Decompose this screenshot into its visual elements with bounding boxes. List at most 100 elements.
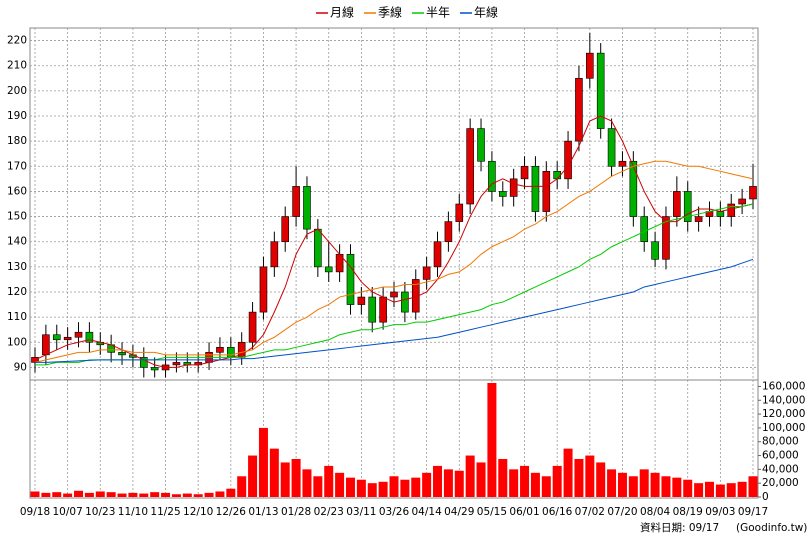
x-tick-label: 12/10 [183, 506, 213, 518]
x-tick-label: 12/26 [216, 506, 247, 518]
candle-body [227, 347, 235, 358]
x-tick-label: 06/01 [509, 506, 539, 518]
x-tick-label: 01/28 [281, 506, 311, 518]
y-tick-label: 220 [7, 35, 27, 47]
candle-body [248, 311, 257, 343]
candle-body [172, 362, 181, 366]
volume-bar [422, 472, 432, 497]
x-tick-label: 08/04 [640, 506, 671, 518]
volume-bar [715, 484, 725, 497]
candle-body [324, 266, 333, 273]
volume-bar [574, 459, 584, 497]
x-tick-label: 09/18 [20, 506, 50, 518]
volume-bar [530, 472, 540, 497]
volume-bar [335, 472, 345, 497]
legend-label: 年線 [474, 5, 498, 20]
candle-body [259, 266, 268, 313]
y-tick-label: 170 [7, 160, 27, 172]
x-tick-label: 07/20 [607, 506, 637, 518]
volume-bar [95, 491, 105, 497]
candle-body [303, 186, 311, 230]
y-tick-label: 200 [7, 85, 27, 97]
candle-body [477, 128, 485, 162]
x-tick-label: 02/23 [314, 506, 344, 518]
candle-body [640, 216, 649, 243]
volume-bar [585, 455, 595, 497]
candle-body [346, 253, 355, 305]
candle-body [564, 140, 572, 180]
x-tick-label: 11/25 [150, 506, 180, 518]
y-tick-label: 150 [7, 211, 27, 223]
volume-bar [215, 491, 225, 497]
candle-body [607, 128, 616, 167]
y-tick-label: 110 [7, 311, 27, 323]
candle-body [63, 336, 72, 341]
volume-bar [367, 483, 377, 497]
volume-bar [487, 383, 497, 497]
volume-bar [193, 494, 203, 497]
y2-tick-label: 20,000 [762, 477, 799, 489]
volume-bar [128, 492, 138, 497]
y-tick-label: 120 [7, 286, 27, 298]
volume-bar [509, 469, 519, 497]
y-tick-label: 210 [7, 60, 27, 72]
candle-body [74, 331, 83, 338]
y-tick-label: 140 [7, 236, 27, 248]
volume-bar [182, 493, 192, 497]
volume-bar [313, 476, 323, 497]
volume-bar [694, 483, 704, 497]
candle-body [379, 296, 387, 323]
y2-tick-label: 40,000 [762, 463, 799, 475]
y-tick-label: 180 [7, 135, 27, 147]
x-tick-label: 10/07 [53, 506, 83, 518]
x-tick-label: 05/15 [477, 506, 507, 518]
x-tick-label: 01/13 [248, 506, 278, 518]
y2-tick-label: 160,000 [762, 380, 805, 392]
x-tick-label: 03/26 [379, 506, 410, 518]
candle-body [444, 221, 453, 243]
volume-bar [378, 481, 388, 497]
ma-line [35, 258, 754, 363]
candle-body [694, 216, 703, 222]
candle-body [150, 367, 159, 371]
x-tick-label: 07/02 [575, 506, 605, 518]
y2-tick-label: 0 [762, 491, 769, 503]
candle-body [586, 52, 594, 79]
volume-bar [52, 492, 62, 497]
candle-body [52, 334, 61, 341]
volume-bar [139, 493, 149, 497]
candle-body [466, 128, 474, 205]
y2-tick-label: 100,000 [762, 422, 805, 434]
x-tick-label: 09/03 [705, 506, 735, 518]
volume-bar [226, 488, 236, 497]
x-tick-label: 04/29 [444, 506, 474, 518]
volume-bar [302, 469, 312, 497]
y-tick-label: 100 [7, 336, 27, 348]
volume-bar [628, 476, 638, 497]
volume-bar [672, 477, 682, 497]
candle-body [401, 291, 409, 313]
volume-bar [726, 483, 736, 497]
volume-bar [291, 459, 301, 497]
volume-bar [704, 481, 714, 497]
volume-bar [617, 472, 627, 497]
volume-bar [280, 462, 290, 497]
volume-bar [607, 469, 617, 497]
volume-bar [400, 479, 410, 497]
volume-bar [74, 490, 84, 497]
candle-body [118, 352, 126, 356]
y-tick-label: 160 [7, 185, 27, 197]
candle-body [433, 241, 442, 268]
candle-body [673, 191, 681, 217]
legend-label: 月線 [330, 5, 354, 20]
volume-bar [639, 469, 649, 497]
candle-body [553, 171, 561, 180]
candle-body [85, 331, 94, 343]
volume-bar [41, 492, 51, 497]
x-tick-label: 06/16 [542, 506, 573, 518]
candle-body [618, 160, 627, 167]
volume-bar [411, 477, 421, 497]
volume-bar [389, 476, 399, 497]
